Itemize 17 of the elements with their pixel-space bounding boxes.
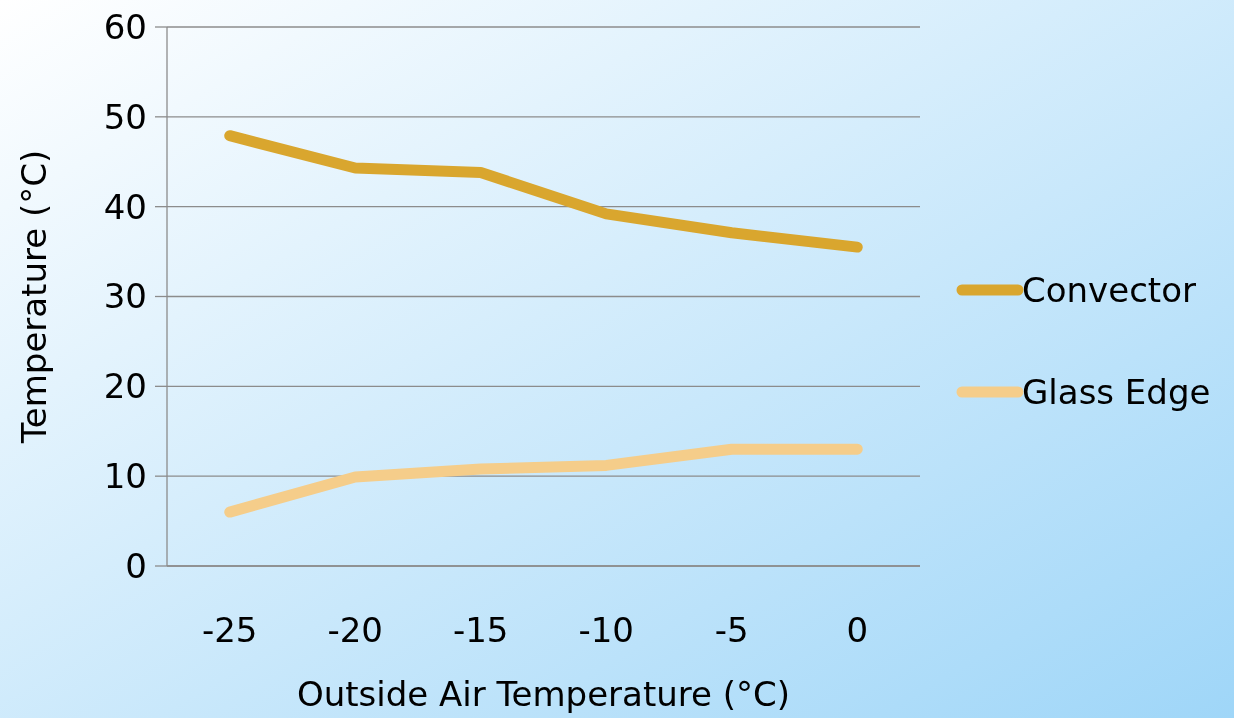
y-tick-label: 0 [125,545,147,586]
x-tick-label: -15 [452,610,509,650]
x-tick-label: -25 [201,610,258,650]
y-tick-label: 30 [103,276,147,317]
x-tick-label: -5 [714,610,749,650]
legend-label: Glass Edge [1022,371,1211,412]
y-tick-label: 20 [103,366,147,407]
x-tick-label: -20 [327,610,384,650]
legend-label: Convector [1022,269,1196,310]
y-tick-label: 50 [103,96,147,137]
x-tick-label: 0 [846,610,869,650]
y-axis-title: Temperature (°C) [14,149,54,445]
y-tick-label: 10 [103,456,147,497]
x-tick-label: -10 [578,610,635,650]
y-tick-label: 60 [103,6,147,47]
y-tick-label: 40 [103,186,147,227]
x-axis-title: Outside Air Temperature (°C) [296,674,791,714]
